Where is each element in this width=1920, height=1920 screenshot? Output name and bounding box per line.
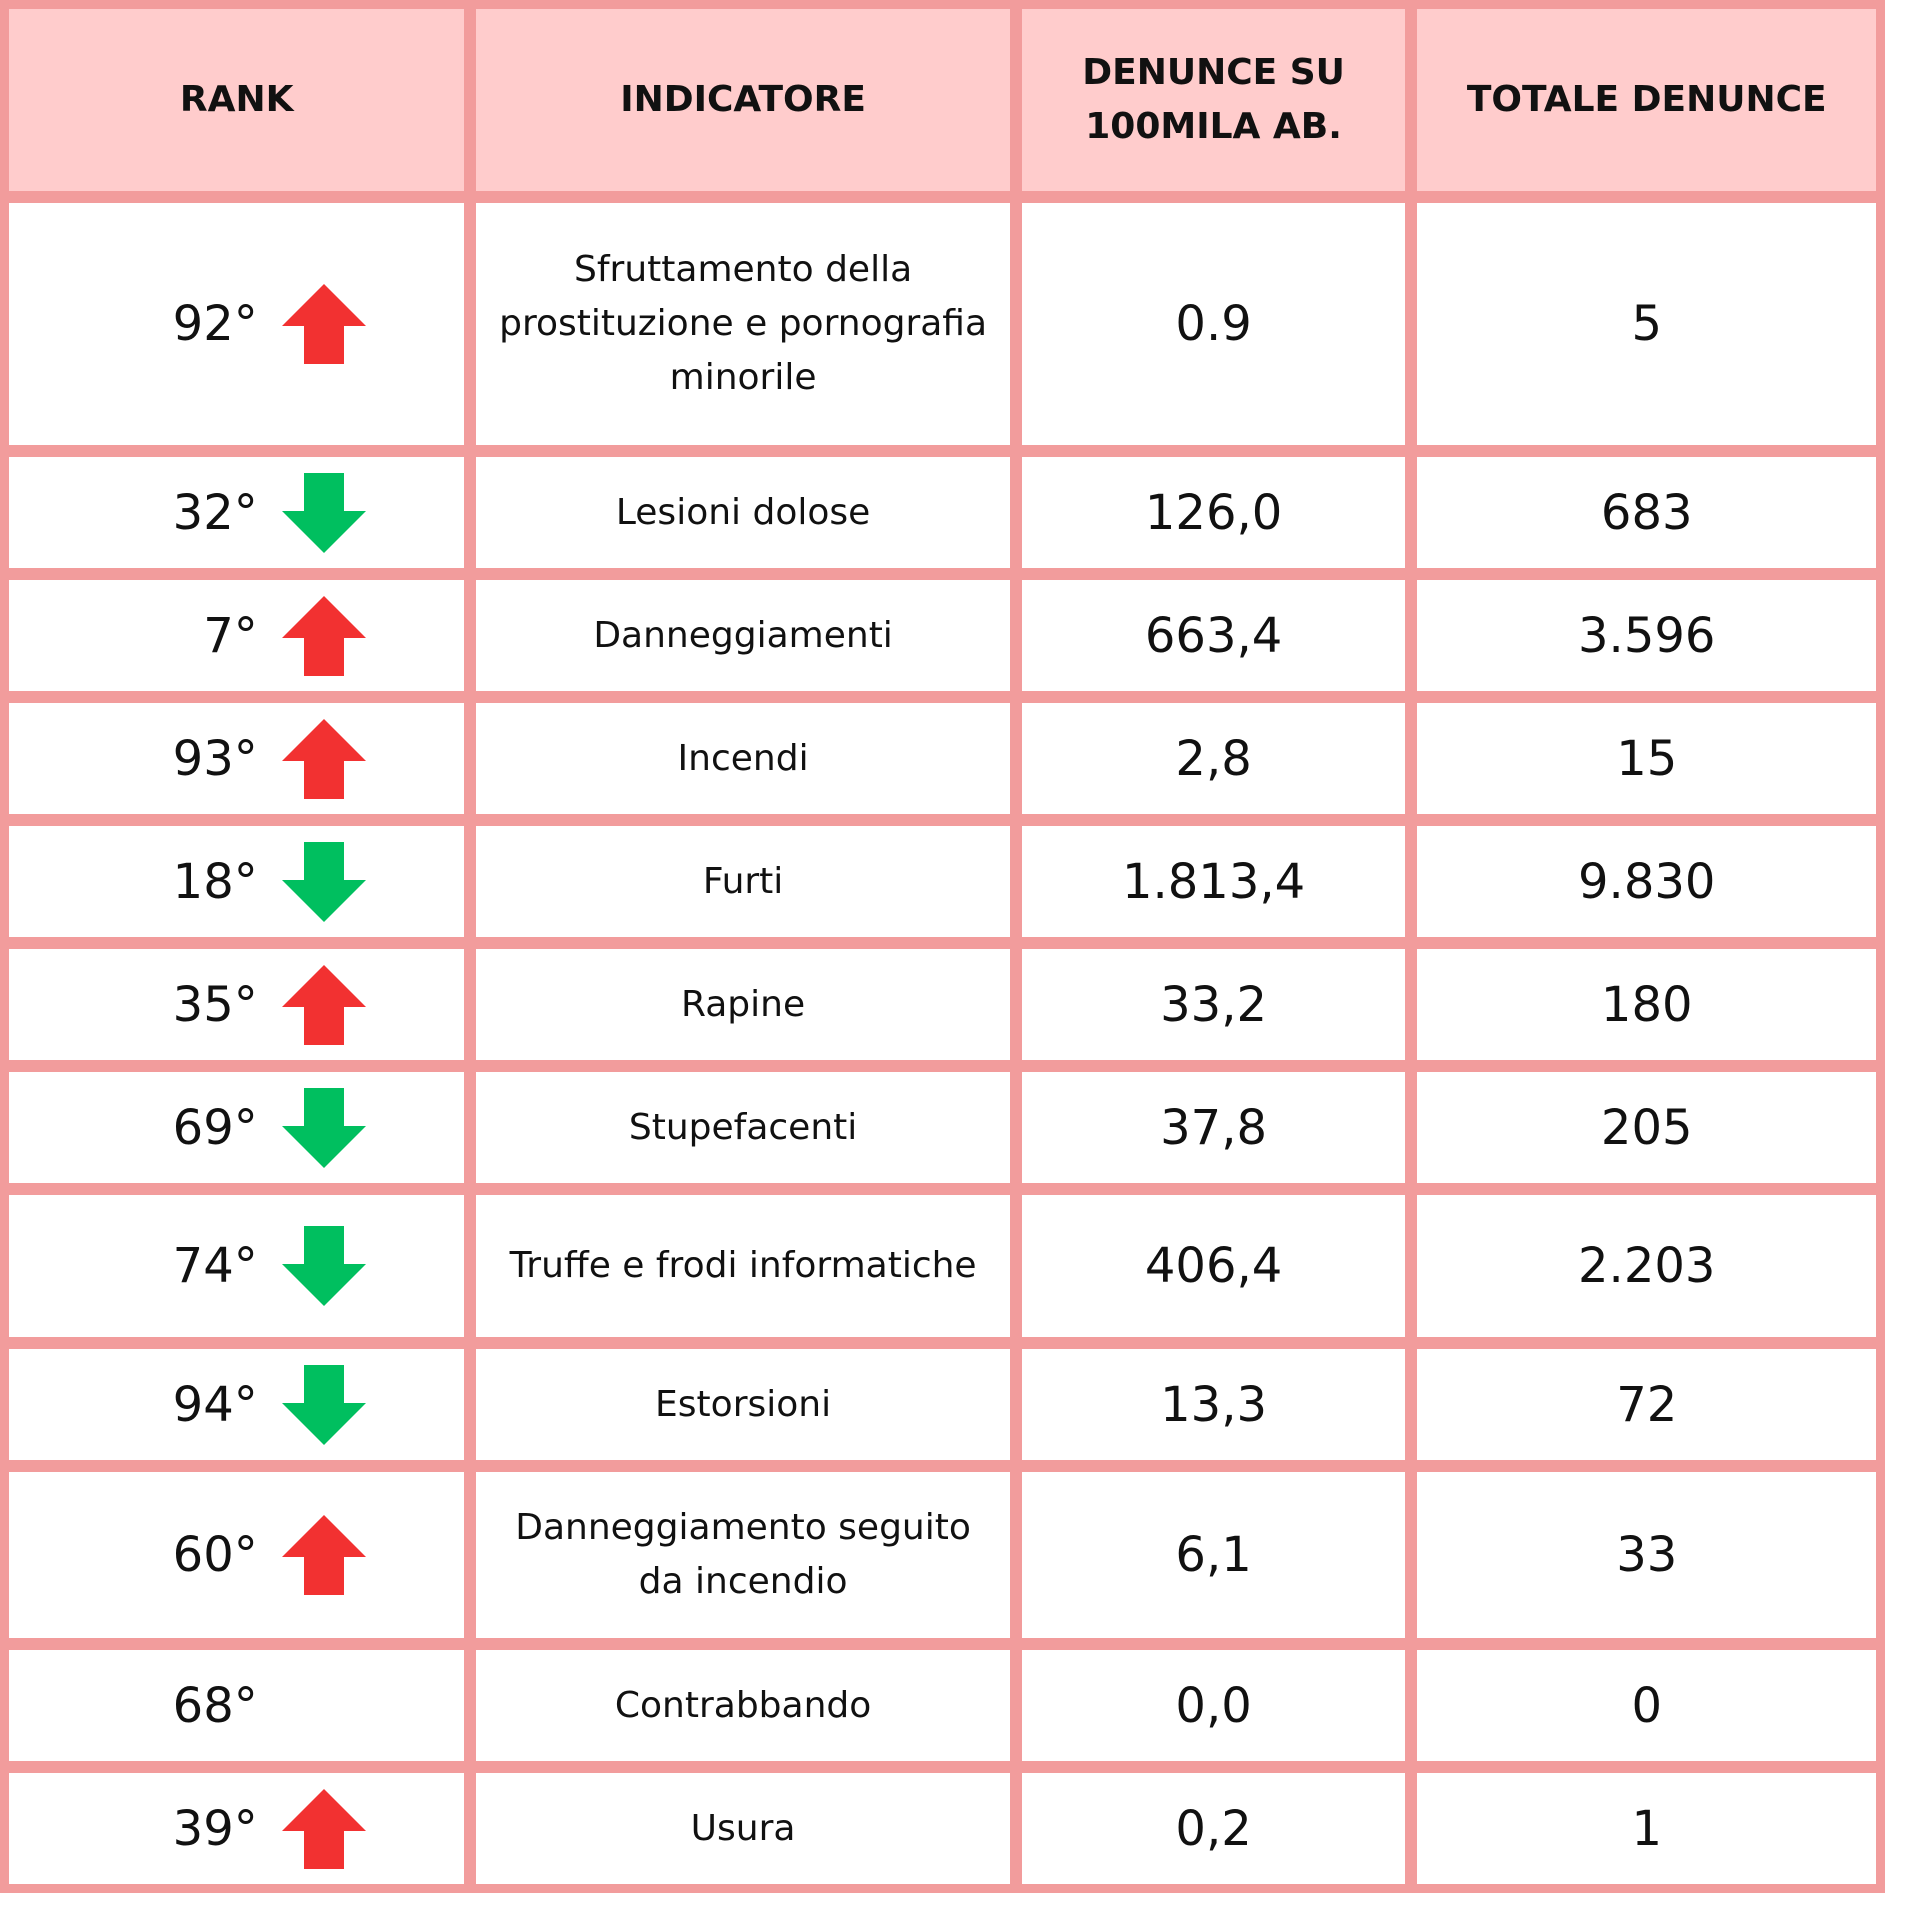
trend-empty bbox=[282, 1666, 366, 1746]
arrow-up-icon bbox=[281, 284, 366, 364]
indicatore-cell: Incendi bbox=[473, 700, 1013, 817]
rank-cell: 18° bbox=[6, 823, 468, 940]
rank-cell: 7° bbox=[6, 577, 468, 694]
rank-cell: 74° bbox=[6, 1192, 468, 1340]
arrow-up-icon bbox=[281, 1788, 366, 1869]
rank-cell: 39° bbox=[6, 1770, 468, 1887]
totale-cell: 72 bbox=[1414, 1346, 1879, 1463]
header-rank: RANK bbox=[6, 6, 468, 194]
totale-cell: 5 bbox=[1414, 200, 1879, 448]
table-row: 35° Rapine 33,2 180 bbox=[6, 946, 1879, 1063]
rank-value: 60° bbox=[172, 1527, 258, 1583]
indicatore-cell: Lesioni dolose bbox=[473, 454, 1013, 571]
rank-value: 94° bbox=[172, 1376, 258, 1433]
arrow-down-icon bbox=[281, 841, 366, 922]
header-totale: TOTALE DENUNCE bbox=[1414, 6, 1879, 194]
arrow-down-icon bbox=[281, 1364, 366, 1445]
denunce-100k-cell: 0,0 bbox=[1018, 1647, 1409, 1764]
totale-cell: 9.830 bbox=[1414, 823, 1879, 940]
header-denunce-100k-line2: 100MILA AB. bbox=[1085, 106, 1342, 147]
arrow-down-icon bbox=[281, 1087, 366, 1168]
rank-value: 68° bbox=[172, 1677, 258, 1734]
indicatore-cell: Danneggiamento seguito da incendio bbox=[473, 1469, 1013, 1641]
denunce-100k-cell: 6,1 bbox=[1018, 1469, 1409, 1641]
arrow-up-icon bbox=[281, 964, 366, 1045]
totale-cell: 2.203 bbox=[1414, 1192, 1879, 1340]
rank-cell: 60° bbox=[6, 1469, 468, 1641]
indicatore-cell: Sfruttamento della prostituzione e porno… bbox=[473, 200, 1013, 448]
indicatore-cell: Usura bbox=[473, 1770, 1013, 1887]
rank-value: 92° bbox=[172, 296, 258, 352]
denunce-100k-cell: 13,3 bbox=[1018, 1346, 1409, 1463]
arrow-up-icon bbox=[281, 595, 366, 676]
header-indicatore: INDICATORE bbox=[473, 6, 1013, 194]
table-row: 18° Furti 1.813,4 9.830 bbox=[6, 823, 1879, 940]
indicatore-cell: Estorsioni bbox=[473, 1346, 1013, 1463]
table-row: 60° Danneggiamento seguito da incendio 6… bbox=[6, 1469, 1879, 1641]
indicatore-cell: Rapine bbox=[473, 946, 1013, 1063]
header-denunce-100k-line1: DENUNCE SU bbox=[1082, 52, 1345, 93]
header-denunce-100k: DENUNCE SU 100MILA AB. bbox=[1018, 6, 1409, 194]
arrow-up-icon bbox=[281, 1515, 366, 1595]
denunce-100k-cell: 0,2 bbox=[1018, 1770, 1409, 1887]
indicatore-cell: Furti bbox=[473, 823, 1013, 940]
table-row: 93° Incendi 2,8 15 bbox=[6, 700, 1879, 817]
arrow-down-icon bbox=[281, 1226, 366, 1306]
denunce-100k-cell: 126,0 bbox=[1018, 454, 1409, 571]
totale-cell: 180 bbox=[1414, 946, 1879, 1063]
totale-cell: 0 bbox=[1414, 1647, 1879, 1764]
table-row: 92° Sfruttamento della prostituzione e p… bbox=[6, 200, 1879, 448]
table-row: 69° Stupefacenti 37,8 205 bbox=[6, 1069, 1879, 1186]
header-row: RANK INDICATORE DENUNCE SU 100MILA AB. T… bbox=[6, 6, 1879, 194]
totale-cell: 205 bbox=[1414, 1069, 1879, 1186]
denunce-100k-cell: 0.9 bbox=[1018, 200, 1409, 448]
rank-value: 32° bbox=[172, 484, 258, 541]
table-row: 32° Lesioni dolose 126,0 683 bbox=[6, 454, 1879, 571]
rank-value: 18° bbox=[172, 853, 258, 910]
rank-cell: 32° bbox=[6, 454, 468, 571]
rank-cell: 92° bbox=[6, 200, 468, 448]
rank-cell: 69° bbox=[6, 1069, 468, 1186]
arrow-down-icon bbox=[281, 472, 366, 553]
totale-cell: 1 bbox=[1414, 1770, 1879, 1887]
indicatore-cell: Truffe e frodi informatiche bbox=[473, 1192, 1013, 1340]
totale-cell: 3.596 bbox=[1414, 577, 1879, 694]
indicatore-cell: Contrabbando bbox=[473, 1647, 1013, 1764]
denunce-100k-cell: 1.813,4 bbox=[1018, 823, 1409, 940]
rank-value: 7° bbox=[203, 607, 258, 664]
rank-value: 35° bbox=[172, 976, 258, 1033]
table-row: 94° Estorsioni 13,3 72 bbox=[6, 1346, 1879, 1463]
table-row: 68° Contrabbando 0,0 0 bbox=[6, 1647, 1879, 1764]
rank-cell: 94° bbox=[6, 1346, 468, 1463]
rank-value: 69° bbox=[172, 1099, 258, 1156]
table-row: 7° Danneggiamenti 663,4 3.596 bbox=[6, 577, 1879, 694]
totale-cell: 33 bbox=[1414, 1469, 1879, 1641]
rank-value: 74° bbox=[172, 1238, 258, 1294]
table-row: 74° Truffe e frodi informatiche 406,4 2.… bbox=[6, 1192, 1879, 1340]
totale-cell: 15 bbox=[1414, 700, 1879, 817]
denunce-100k-cell: 33,2 bbox=[1018, 946, 1409, 1063]
table-row: 39° Usura 0,2 1 bbox=[6, 1770, 1879, 1887]
denunce-100k-cell: 37,8 bbox=[1018, 1069, 1409, 1186]
rank-cell: 93° bbox=[6, 700, 468, 817]
denunce-100k-cell: 406,4 bbox=[1018, 1192, 1409, 1340]
table-body: 92° Sfruttamento della prostituzione e p… bbox=[6, 200, 1879, 1887]
rank-cell: 35° bbox=[6, 946, 468, 1063]
indicatore-cell: Stupefacenti bbox=[473, 1069, 1013, 1186]
denunce-100k-cell: 663,4 bbox=[1018, 577, 1409, 694]
rank-cell: 68° bbox=[6, 1647, 468, 1764]
rank-value: 93° bbox=[172, 730, 258, 787]
denunce-100k-cell: 2,8 bbox=[1018, 700, 1409, 817]
arrow-up-icon bbox=[281, 718, 366, 799]
crime-ranking-table: RANK INDICATORE DENUNCE SU 100MILA AB. T… bbox=[0, 0, 1885, 1893]
totale-cell: 683 bbox=[1414, 454, 1879, 571]
rank-value: 39° bbox=[172, 1800, 258, 1857]
indicatore-cell: Danneggiamenti bbox=[473, 577, 1013, 694]
